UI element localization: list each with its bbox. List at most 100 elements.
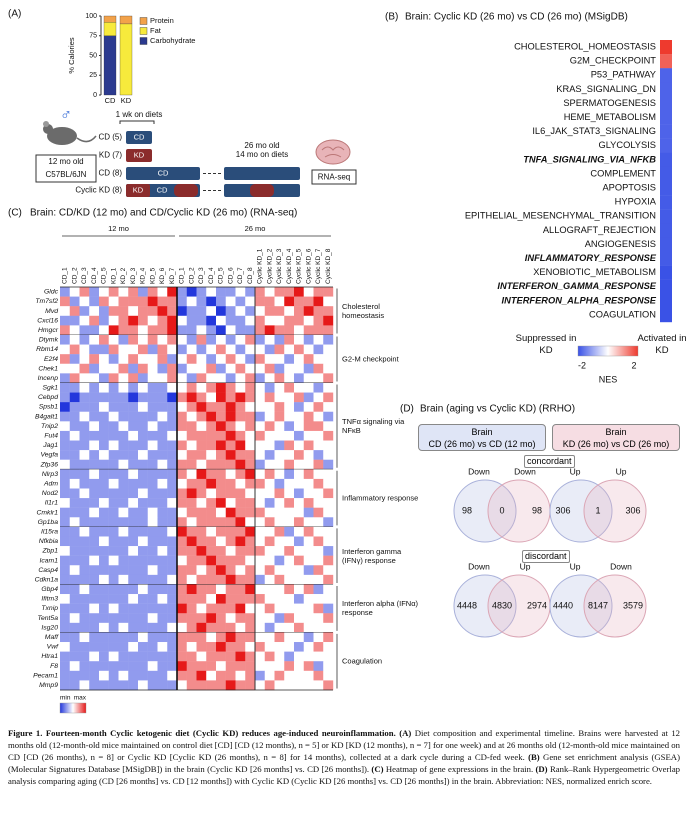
heatmap-cell: [177, 334, 187, 345]
nes-label: NES: [599, 374, 618, 384]
heatmap-cell: [313, 507, 324, 518]
heatmap-cell: [323, 430, 334, 441]
mouse-body: [47, 127, 77, 145]
heatmap-cell: [255, 315, 265, 326]
heatmap-cell: [264, 459, 275, 470]
heatmap-cell: [294, 670, 304, 681]
heatmap-cell: [206, 584, 217, 595]
nes-cell: [660, 293, 672, 309]
heatmap-cell: [255, 469, 265, 480]
heatmap-cell: [69, 459, 80, 470]
heatmap-cell: [99, 632, 109, 643]
heatmap-cell: [157, 392, 168, 403]
heatmap-cell: [284, 622, 295, 633]
heatmap-cell: [60, 478, 70, 489]
heatmap-cell: [99, 546, 109, 556]
pathway-label: COMPLEMENT: [590, 168, 656, 178]
heatmap-cell: [206, 565, 217, 576]
brain-folds: [321, 146, 345, 158]
heatmap-cell: [313, 382, 324, 393]
heatmap-cell: [147, 459, 158, 470]
caption-text: (B): [524, 752, 540, 762]
pathway-label: HEME_METABOLISM: [564, 112, 656, 122]
heatmap-cell: [128, 334, 139, 345]
heatmap-cell: [89, 632, 100, 643]
heatmap-cell: [255, 546, 265, 556]
caption: Figure 1. Fourteen-month Cyclic ketogeni…: [8, 727, 680, 787]
y-axis-label: % Calories: [67, 37, 76, 74]
heatmap-cell: [255, 440, 265, 451]
heatmap-cell: [284, 517, 295, 528]
heatmap-cell: [79, 402, 90, 412]
heatmap-cell: [79, 670, 90, 681]
bracket: [119, 120, 155, 124]
heatmap-cell: [138, 296, 148, 307]
heatmap-cell: [255, 526, 265, 537]
venn-right: [583, 574, 647, 638]
heatmap-cell: [186, 411, 197, 422]
heatmap-cell: [177, 459, 187, 470]
heatmap-cell: [138, 546, 148, 556]
heatmap-cell: [206, 680, 217, 691]
nes-cell: [660, 265, 672, 280]
heatmap-cell: [167, 459, 178, 470]
heatmap-cell: [235, 680, 246, 691]
heatmap-cell: [225, 642, 236, 652]
heatmap-title: Brain: CD/KD (12 mo) and CD/Cyclic KD (2…: [30, 208, 297, 219]
heatmap-cell: [99, 642, 109, 652]
heatmap-cell: [294, 402, 304, 412]
sample-label: Cyclic KD_8: [325, 248, 332, 284]
heatmap-cell: [167, 603, 178, 614]
heatmap-cell: [108, 469, 119, 480]
heatmap-cell: [167, 642, 178, 652]
heatmap-cell: [118, 478, 129, 489]
heatmap-cell: [157, 402, 168, 412]
gene-label: E2f4: [44, 356, 58, 363]
heatmap-cell: [138, 325, 148, 336]
heatmap-cell: [196, 325, 207, 336]
heatmap-cell: [245, 670, 256, 681]
heatmap-cell: [177, 325, 187, 336]
heatmap-cell: [99, 363, 109, 374]
gene-label: Dtymk: [39, 337, 59, 344]
kd-box: [174, 184, 198, 197]
heatmap-cell: [206, 421, 217, 432]
heatmap-cell: [147, 526, 158, 537]
heatmap-cell: [284, 488, 295, 499]
x-tick-label: KD: [121, 96, 132, 105]
heatmap-cell: [284, 651, 295, 662]
heatmap-cell: [69, 344, 80, 355]
heatmap-cell: [99, 296, 109, 307]
gene-label: Mvd: [45, 308, 58, 315]
heatmap-cell: [323, 546, 334, 556]
heatmap-cell: [69, 584, 80, 595]
heatmap-cell: [255, 421, 265, 432]
kd-box: [126, 184, 150, 197]
heatmap-cell: [60, 411, 70, 422]
heatmap-cell: [118, 306, 129, 316]
heatmap-cell: [147, 642, 158, 652]
heatmap-cell: [167, 498, 178, 508]
heatmap-cell: [206, 622, 217, 633]
heatmap-cell: [60, 344, 70, 355]
nes-cell: [660, 82, 672, 97]
heatmap-cell: [274, 382, 285, 393]
heatmap-cell: [255, 344, 265, 355]
heatmap-cell: [274, 488, 285, 499]
heatmap-cell: [313, 613, 324, 624]
heatmap-cell: [177, 430, 187, 441]
heatmap-cell: [235, 450, 246, 460]
heatmap-cell: [196, 498, 207, 508]
heatmap-cell: [108, 373, 119, 384]
sample-label: CD_2: [71, 267, 78, 284]
heatmap-cell: [60, 517, 70, 528]
heatmap-cell: [303, 450, 314, 460]
heatmap-cell: [99, 478, 109, 489]
heatmap-cell: [118, 680, 129, 691]
heatmap-cell: [89, 555, 100, 566]
heatmap-cell: [89, 469, 100, 480]
heatmap-cell: [323, 440, 334, 451]
pathway-label: APOPTOSIS: [602, 183, 656, 193]
heatmap-cell: [118, 392, 129, 403]
